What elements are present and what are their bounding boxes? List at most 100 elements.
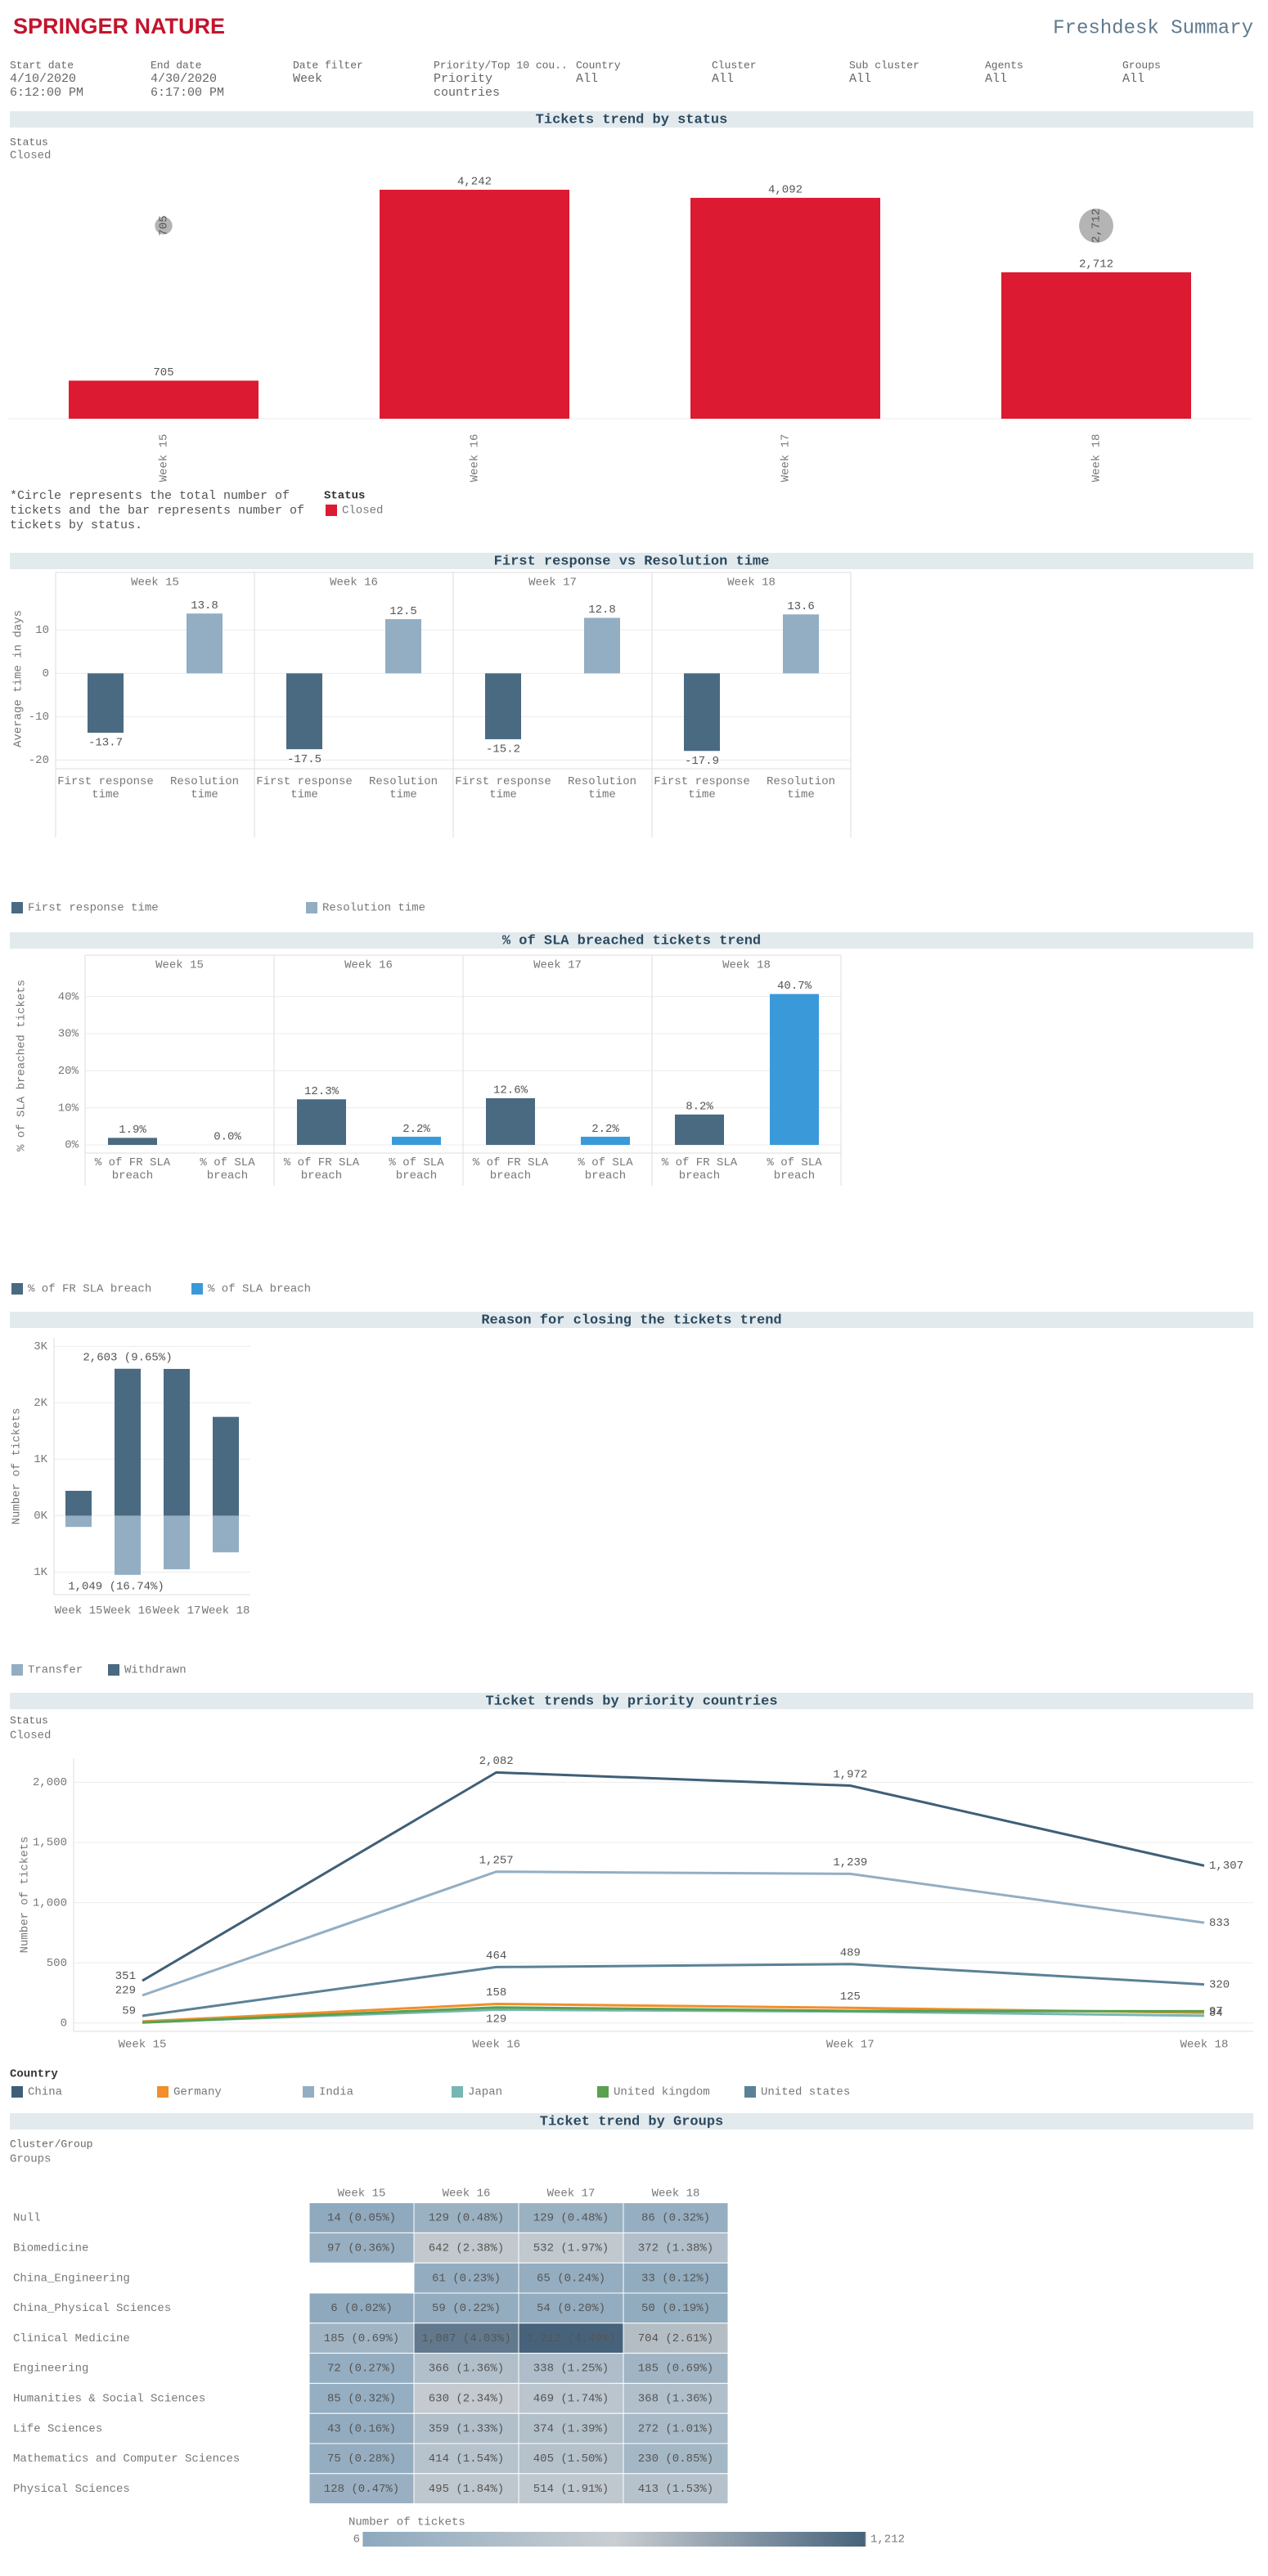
x-tick-label-box: Resolution time: [568, 775, 636, 801]
heat-cell: [623, 2292, 729, 2324]
filter-value: Week: [293, 72, 323, 86]
y-tick-label: 0: [61, 2017, 67, 2030]
x-tick-label: Week 18: [201, 1604, 250, 1618]
colorbar-title: Number of tickets: [348, 2516, 465, 2529]
point-label: 1,972: [833, 1768, 867, 1781]
heat-cell: [413, 2353, 519, 2384]
section-title: First response vs Resolution time: [494, 554, 770, 569]
row-label: Humanities & Social Sciences: [13, 2393, 205, 2406]
x-tick-label-box: % of SLA breach: [767, 1156, 822, 1183]
point-label: 229: [115, 1985, 136, 1998]
x-tick-label: % of SLA breach: [578, 1156, 633, 1183]
total-label: 2,712: [1090, 209, 1104, 243]
heat-cell: [308, 2202, 415, 2233]
cell-label: 338 (1.25%): [533, 2363, 609, 2376]
bar-label: 2,712: [1079, 258, 1113, 272]
heat-cell: [308, 2232, 415, 2264]
x-tick-label-box: Week 15: [55, 1604, 103, 1618]
total-circle: [155, 217, 173, 235]
cell-label: 85 (0.32%): [327, 2393, 396, 2406]
heat-cell: [413, 2443, 519, 2475]
legend-title: Country: [10, 2068, 58, 2081]
point-label: 2,082: [479, 1755, 514, 1768]
filter-value-box: 4/10/2020 6:12:00 PM: [10, 72, 84, 100]
heat-cell: [623, 2412, 729, 2444]
row-label: Clinical Medicine: [13, 2332, 130, 2345]
x-tick-label-box: First response time: [57, 775, 154, 801]
y-tick-label: 2K: [34, 1397, 47, 1410]
cell-label: 368 (1.36%): [638, 2393, 713, 2406]
cell-label: 54 (0.20%): [537, 2302, 605, 2315]
filter-value-box: All: [849, 72, 871, 86]
annotation: 1,049 (16.74%): [68, 1580, 164, 1593]
x-tick-label: Week 15: [119, 2039, 167, 2052]
bar-label: 12.3%: [304, 1085, 339, 1098]
facet-label: Week 18: [727, 577, 776, 590]
cell-label: 97 (0.36%): [327, 2242, 396, 2255]
x-tick-label: First response time: [654, 775, 750, 801]
bar: [69, 380, 259, 419]
bar: [286, 673, 322, 750]
cell-label: 72 (0.27%): [327, 2363, 396, 2376]
y-axis-label: % of SLA breached tickets: [16, 980, 29, 1151]
x-tick-label: % of SLA breach: [767, 1156, 822, 1183]
row-label: China_Physical Sciences: [13, 2302, 171, 2315]
facet-label: Week 15: [155, 959, 204, 972]
facet-label: Week 15: [131, 577, 179, 590]
y-tick-label: 0%: [65, 1139, 79, 1152]
filter-value: Priority countries: [434, 72, 501, 100]
row-label: Biomedicine: [13, 2242, 88, 2255]
point-label: 158: [486, 1986, 506, 1999]
x-tick-label-box: Resolution time: [170, 775, 239, 801]
row-label: China_Engineering: [13, 2272, 130, 2285]
filter-label: End date: [151, 59, 201, 71]
cell-label: 1,212 (4.49%): [526, 2332, 615, 2345]
y-tick-label: 10: [35, 624, 49, 637]
bar: [1001, 272, 1191, 419]
bar-label: 8.2%: [686, 1101, 713, 1114]
line-series: [142, 1963, 1205, 2017]
legend-label: First response time: [28, 902, 159, 915]
heat-cell: [623, 2232, 729, 2264]
x-tick-label: Week 17: [826, 2039, 875, 2052]
y-tick-label: -10: [29, 711, 49, 724]
x-tick-label: First response time: [455, 775, 551, 801]
heat-cell: [413, 2322, 519, 2354]
legend-swatch: [452, 2086, 463, 2098]
colorbar-label: 1,212: [870, 2533, 905, 2547]
bar: [584, 617, 620, 674]
point-label: 833: [1209, 1917, 1230, 1930]
filter-label: Priority/Top 10 cou..: [434, 59, 568, 71]
section-banner: [10, 553, 1253, 569]
cell-label: 359 (1.33%): [429, 2422, 504, 2435]
heat-cell: [623, 2473, 729, 2505]
filter-value: 4/10/2020 6:12:00 PM: [10, 72, 84, 100]
y-tick-label: 0: [43, 667, 49, 680]
y-tick-label: 3K: [34, 1340, 47, 1353]
facet-label: Week 16: [344, 959, 393, 972]
legend-swatch: [11, 1283, 23, 1295]
filter-label: Start date: [10, 59, 74, 71]
heat-cell: [308, 2382, 415, 2414]
point-label: 1,239: [833, 1856, 867, 1869]
logo: SPRINGER NATURE: [13, 14, 225, 38]
legend-label: % of FR SLA breach: [28, 1283, 151, 1296]
point-label: 125: [840, 1990, 861, 2004]
bar: [115, 1515, 141, 1575]
cell-label: 65 (0.24%): [537, 2272, 605, 2285]
filter-label: Cluster: [712, 59, 757, 71]
status-value: Closed: [10, 1730, 51, 1743]
filter-label: Sub cluster: [849, 59, 920, 71]
bar: [115, 1368, 141, 1516]
legend-swatch: [597, 2086, 609, 2098]
header-label: Cluster/Group: [10, 2138, 92, 2150]
filter-value-box: Priority countries: [434, 72, 501, 100]
x-tick-label: First response time: [57, 775, 154, 801]
legend-label: % of SLA breach: [208, 1283, 311, 1296]
y-tick-label: 500: [47, 1957, 67, 1970]
cell-label: 6 (0.02%): [330, 2302, 393, 2315]
point-label: 59: [122, 2005, 136, 2018]
legend-swatch: [11, 1664, 23, 1676]
filter-value: All: [1122, 72, 1145, 86]
heat-cell: [413, 2382, 519, 2414]
